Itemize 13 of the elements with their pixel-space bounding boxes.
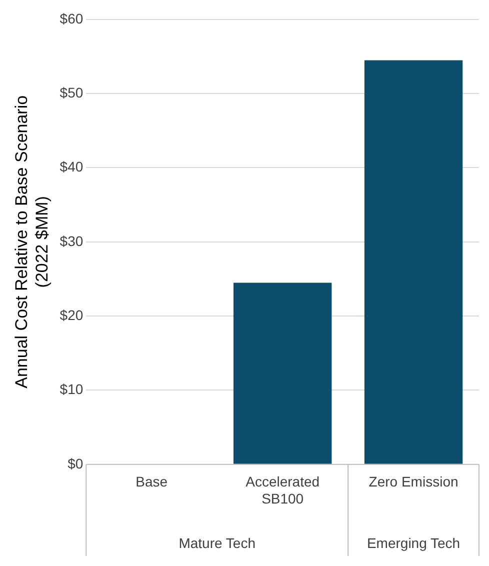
x-tick-label: Accelerated SB100	[246, 474, 320, 506]
y-tick-label: $0	[68, 455, 84, 472]
x-tick-label: Base	[136, 474, 168, 490]
y-tick-label: $30	[60, 232, 84, 249]
y-tick-label: $60	[60, 10, 84, 26]
y-tick-label: $40	[60, 158, 84, 175]
x-tick-label: Zero Emission	[368, 474, 458, 490]
y-tick-label: $50	[60, 84, 84, 100]
text: Mature Tech	[178, 534, 256, 551]
y-tick-label: $10	[60, 381, 84, 398]
y-axis-title: Annual Cost Relative to Base Scenario (2022 $MM)	[12, 95, 52, 388]
text: Emerging Tech	[366, 534, 460, 551]
y-tick-label: $20	[60, 306, 84, 323]
